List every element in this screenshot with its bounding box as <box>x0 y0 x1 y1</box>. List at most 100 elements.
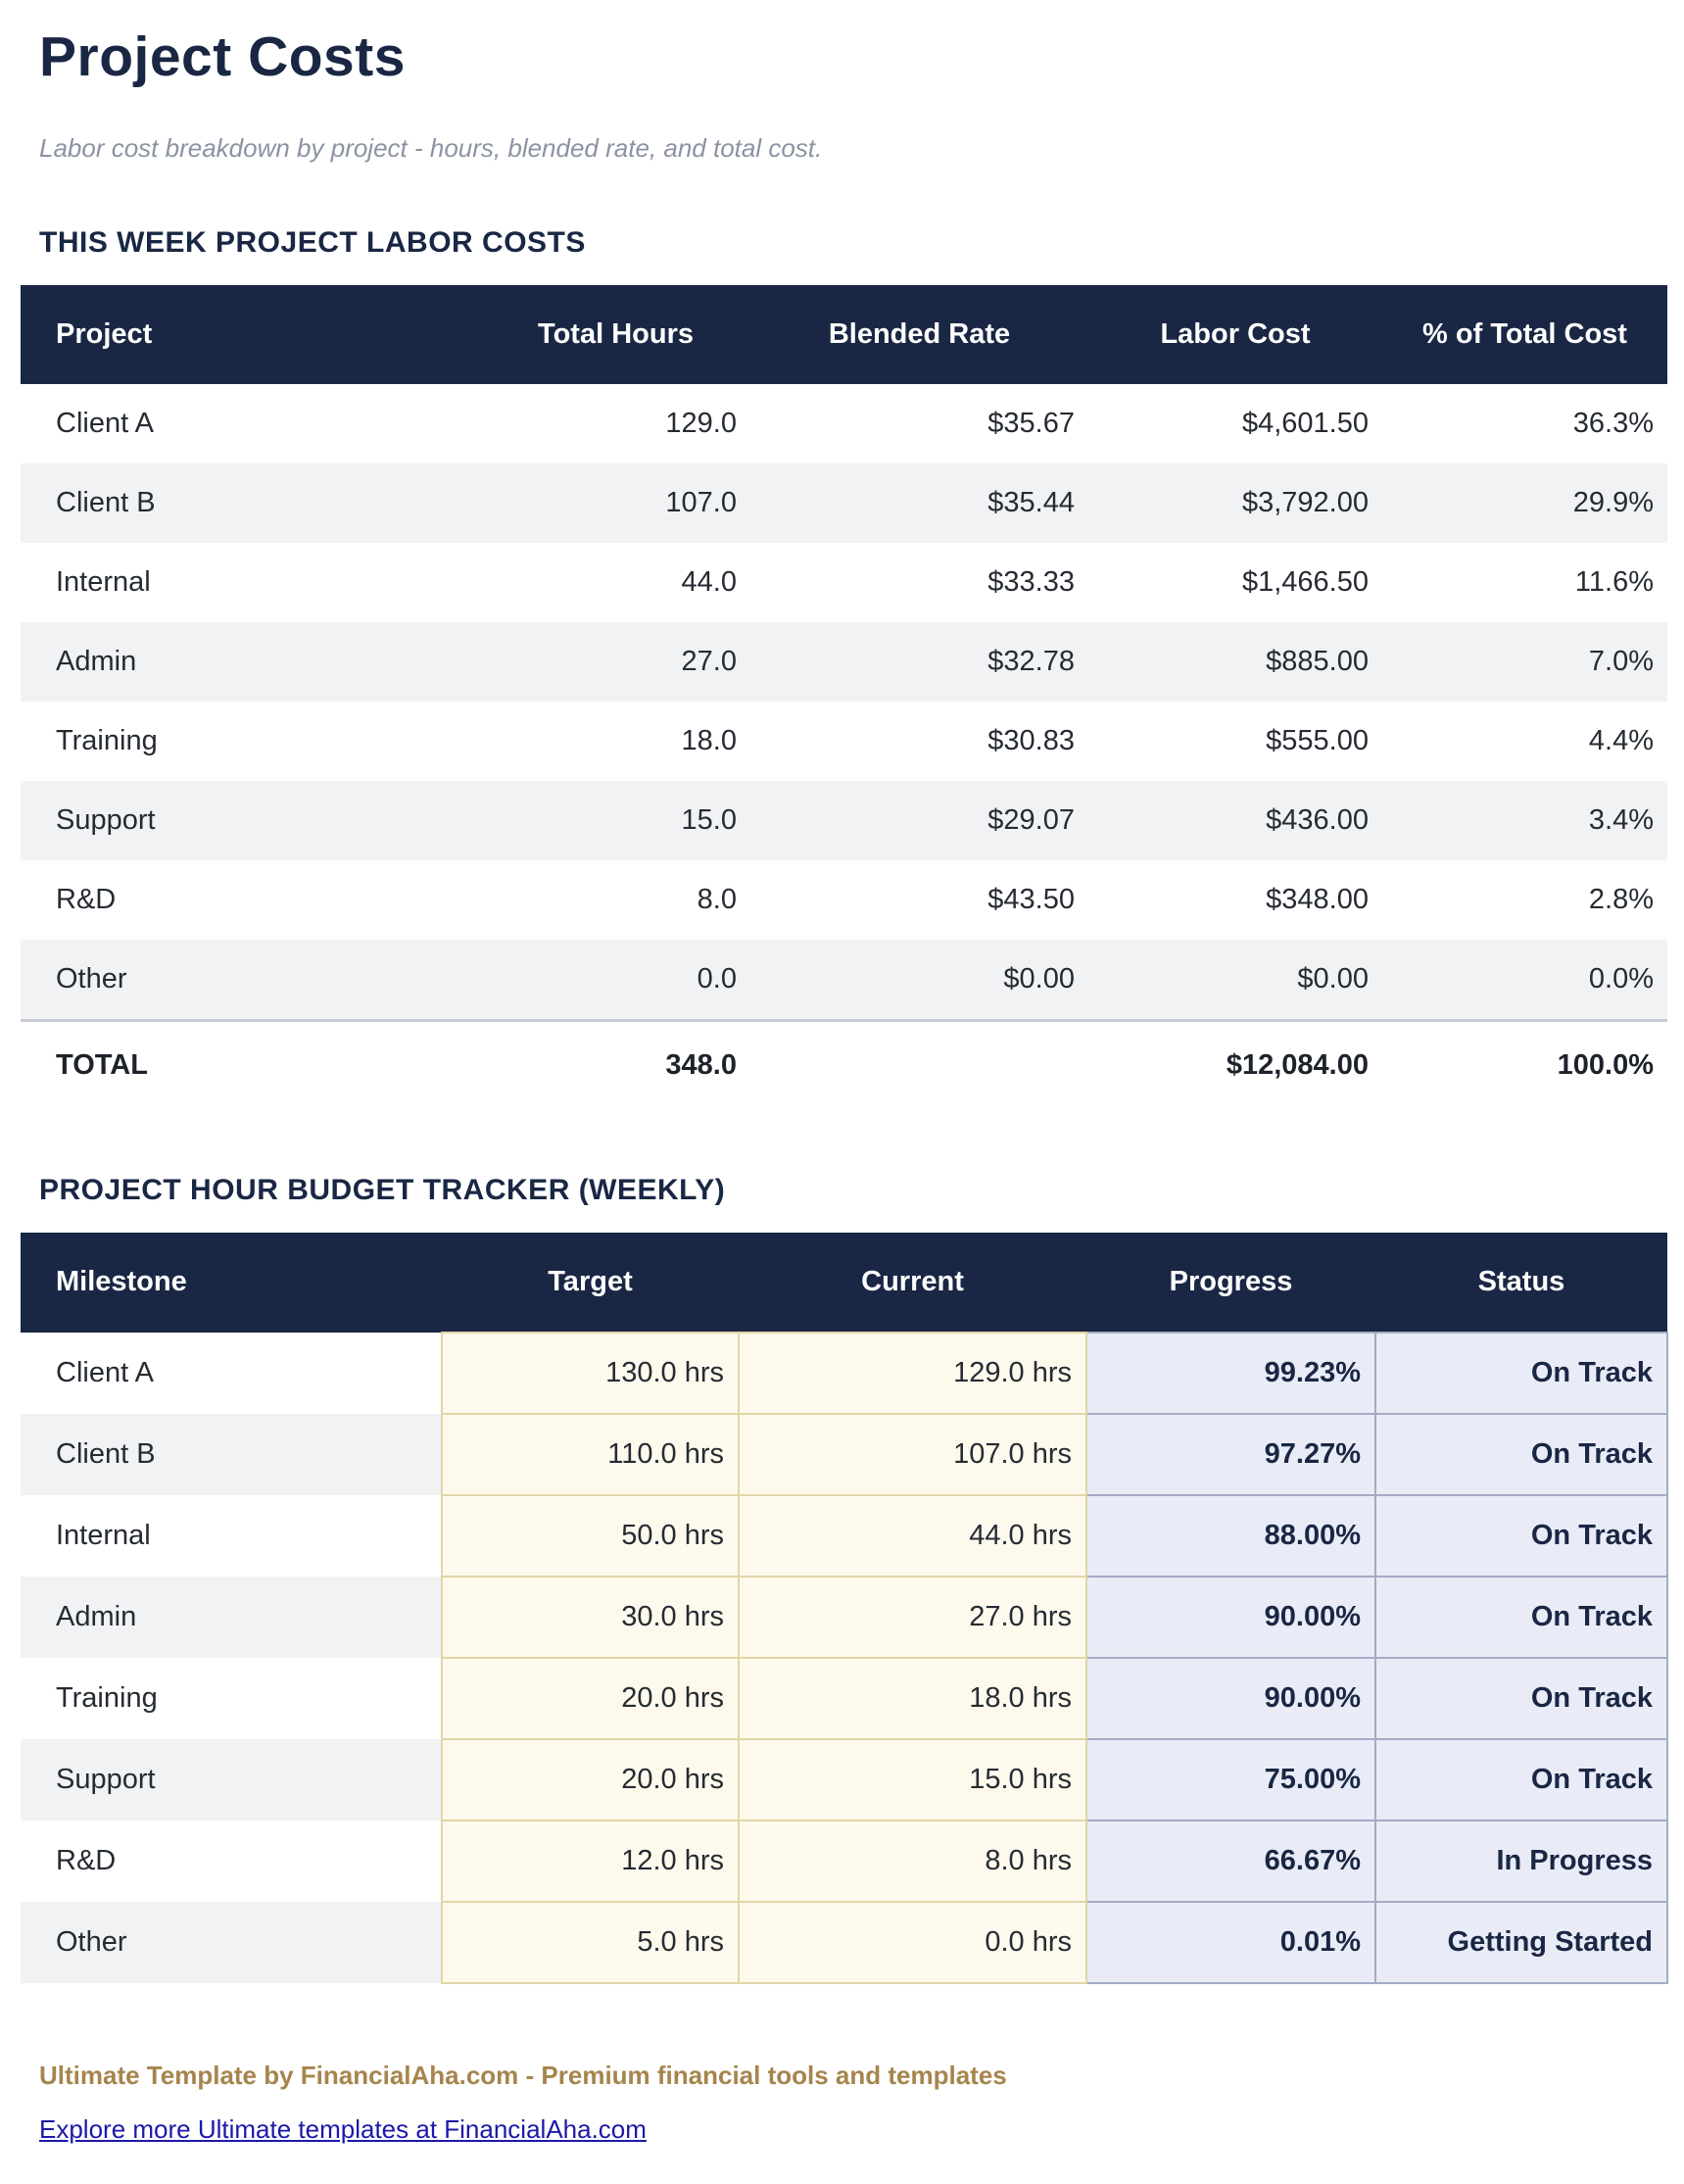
total-label: TOTAL <box>21 1018 481 1111</box>
labor-cell-pct: 36.3% <box>1572 407 1654 439</box>
column-header-milestone: Milestone <box>21 1232 442 1333</box>
footer-link-row: Explore more Ultimate templates at Finan… <box>39 2114 1645 2145</box>
labor-cell-rate: $32.78 <box>750 621 1088 702</box>
labor-costs-table: Project Total Hours Blended Rate Labor C… <box>21 284 1667 1111</box>
table-row: Admin 30.0 hrs 27.0 hrs 90.00% On Track <box>21 1575 1668 1659</box>
labor-cell-hours: 44.0 <box>681 565 737 598</box>
footer-branding: Ultimate Template by FinancialAha.com - … <box>39 2060 1007 2090</box>
table-row: Admin 27.0 $32.78 $885.00 7.0% <box>21 621 1667 702</box>
budget-cell-progress: 75.00% <box>1085 1737 1376 1821</box>
budget-cell-milestone: Client A <box>56 1356 154 1388</box>
budget-cell-milestone: Training <box>56 1681 158 1714</box>
labor-cell-cost: $1,466.50 <box>1241 565 1369 598</box>
budget-cell-target: 50.0 hrs <box>441 1493 740 1577</box>
labor-cell-hours: 18.0 <box>681 724 737 756</box>
labor-cell-rate: $33.33 <box>987 565 1075 598</box>
budget-cell-status: On Track <box>1374 1412 1668 1496</box>
section-title-budget-tracker: PROJECT HOUR BUDGET TRACKER (WEEKLY) <box>39 1173 726 1206</box>
column-header-project: Project <box>21 284 481 384</box>
labor-cell-hours: 8.0 <box>697 883 737 915</box>
table-row: Internal 50.0 hrs 44.0 hrs 88.00% On Track <box>21 1493 1668 1577</box>
table-row: Client B 110.0 hrs 107.0 hrs 97.27% On Track <box>21 1412 1668 1496</box>
budget-tracker-table: Milestone Target Current Progress Status… <box>21 1232 1668 1984</box>
budget-cell-progress: 66.67% <box>1085 1819 1376 1903</box>
budget-cell-milestone: Other <box>21 1901 442 1983</box>
labor-cell-project: Support <box>21 780 481 860</box>
table-row: Client A 129.0 $35.67 $4,601.50 36.3% <box>21 384 1667 463</box>
total-row: TOTAL 348.0 $12,084.00 100.0% <box>21 1018 1667 1111</box>
budget-cell-progress: 0.01% <box>1085 1900 1376 1984</box>
column-header-progress: Progress <box>1086 1232 1375 1333</box>
budget-cell-current: 15.0 hrs <box>738 1737 1087 1821</box>
labor-cell-rate: $0.00 <box>750 939 1088 1021</box>
budget-tracker-table-body: Client A 130.0 hrs 129.0 hrs 99.23% On Track… <box>21 1331 1668 1984</box>
budget-cell-status: Getting Started <box>1374 1900 1668 1984</box>
table-row: Client B 107.0 $35.44 $3,792.00 29.9% <box>21 462 1667 543</box>
labor-cell-pct: 29.9% <box>1382 462 1667 543</box>
footer-link[interactable]: Explore more Ultimate templates at Finan… <box>39 2113 647 2144</box>
labor-costs-table-header: Project Total Hours Blended Rate Labor C… <box>21 284 1667 384</box>
budget-cell-current: 44.0 hrs <box>738 1493 1087 1577</box>
budget-cell-status: On Track <box>1374 1493 1668 1577</box>
table-row: Client A 130.0 hrs 129.0 hrs 99.23% On Track <box>21 1331 1668 1415</box>
labor-cell-rate: $35.67 <box>987 407 1075 439</box>
table-row: Support 15.0 $29.07 $436.00 3.4% <box>21 780 1667 860</box>
budget-cell-status: On Track <box>1374 1737 1668 1821</box>
column-header-current: Current <box>739 1232 1086 1333</box>
labor-cell-pct: 7.0% <box>1382 621 1667 702</box>
labor-cell-rate: $35.44 <box>750 462 1088 543</box>
labor-cell-project: Admin <box>21 621 481 702</box>
labor-cell-cost: $436.00 <box>1088 780 1382 860</box>
labor-cell-cost: $3,792.00 <box>1088 462 1382 543</box>
budget-cell-target: 12.0 hrs <box>441 1819 740 1903</box>
budget-cell-progress: 99.23% <box>1085 1331 1376 1415</box>
budget-cell-status: On Track <box>1374 1656 1668 1740</box>
labor-cell-project: Training <box>56 724 158 756</box>
labor-cell-cost: $4,601.50 <box>1241 407 1369 439</box>
labor-cell-pct: 11.6% <box>1574 565 1654 598</box>
budget-cell-current: 8.0 hrs <box>738 1819 1087 1903</box>
labor-cell-project: Client A <box>56 407 154 439</box>
table-row: R&D 8.0 $43.50 $348.00 2.8% <box>21 860 1667 940</box>
table-row: Support 20.0 hrs 15.0 hrs 75.00% On Track <box>21 1737 1668 1821</box>
labor-cell-project: Internal <box>56 565 151 598</box>
labor-cell-rate: $30.83 <box>987 724 1075 756</box>
page-subtitle: Labor cost breakdown by project - hours,… <box>39 132 823 163</box>
section-title-labor-costs: THIS WEEK PROJECT LABOR COSTS <box>39 225 586 259</box>
budget-cell-progress: 90.00% <box>1085 1575 1376 1659</box>
labor-cell-hours: 107.0 <box>481 462 750 543</box>
column-header-pct-total-cost: % of Total Cost <box>1382 284 1667 384</box>
labor-cell-pct: 3.4% <box>1382 780 1667 860</box>
budget-tracker-table-header: Milestone Target Current Progress Status <box>21 1232 1667 1333</box>
budget-cell-status: On Track <box>1374 1331 1668 1415</box>
labor-cell-hours: 15.0 <box>481 780 750 860</box>
budget-cell-target: 110.0 hrs <box>441 1412 740 1496</box>
header-row: Project Total Hours Blended Rate Labor C… <box>21 284 1667 384</box>
total-labor-cost: $12,084.00 <box>1088 1018 1382 1111</box>
budget-cell-milestone: Admin <box>21 1576 442 1658</box>
labor-cell-hours: 0.0 <box>481 939 750 1021</box>
labor-cell-cost: $348.00 <box>1266 883 1369 915</box>
labor-cell-cost: $0.00 <box>1088 939 1382 1021</box>
footer: Ultimate Template by FinancialAha.com - … <box>39 2061 1645 2145</box>
labor-cell-project: Other <box>21 939 481 1021</box>
budget-cell-current: 18.0 hrs <box>738 1656 1087 1740</box>
labor-cell-pct: 0.0% <box>1382 939 1667 1021</box>
table-row: Training 18.0 $30.83 $555.00 4.4% <box>21 702 1667 781</box>
labor-cell-cost: $885.00 <box>1088 621 1382 702</box>
column-header-status: Status <box>1375 1232 1667 1333</box>
budget-cell-milestone: Support <box>21 1738 442 1820</box>
table-row: R&D 12.0 hrs 8.0 hrs 66.67% In Progress <box>21 1819 1668 1903</box>
budget-cell-milestone: R&D <box>56 1844 117 1876</box>
column-header-target: Target <box>442 1232 739 1333</box>
budget-cell-current: 107.0 hrs <box>738 1412 1087 1496</box>
budget-cell-milestone: Client B <box>21 1413 442 1495</box>
header-row: Milestone Target Current Progress Status <box>21 1232 1667 1333</box>
total-blended-rate <box>750 1018 1088 1111</box>
total-pct: 100.0% <box>1382 1018 1667 1111</box>
budget-cell-target: 5.0 hrs <box>441 1900 740 1984</box>
column-header-total-hours: Total Hours <box>481 284 750 384</box>
budget-cell-target: 20.0 hrs <box>441 1656 740 1740</box>
labor-cell-cost: $555.00 <box>1266 724 1369 756</box>
